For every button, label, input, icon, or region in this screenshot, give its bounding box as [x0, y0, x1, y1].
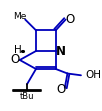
Text: tBu: tBu: [20, 92, 34, 101]
Text: Me: Me: [13, 12, 27, 21]
Text: N: N: [56, 45, 66, 58]
Text: H: H: [14, 45, 22, 55]
Text: O: O: [11, 53, 20, 66]
Text: OH: OH: [85, 70, 101, 80]
Text: O: O: [57, 83, 66, 96]
Text: O: O: [66, 13, 75, 26]
